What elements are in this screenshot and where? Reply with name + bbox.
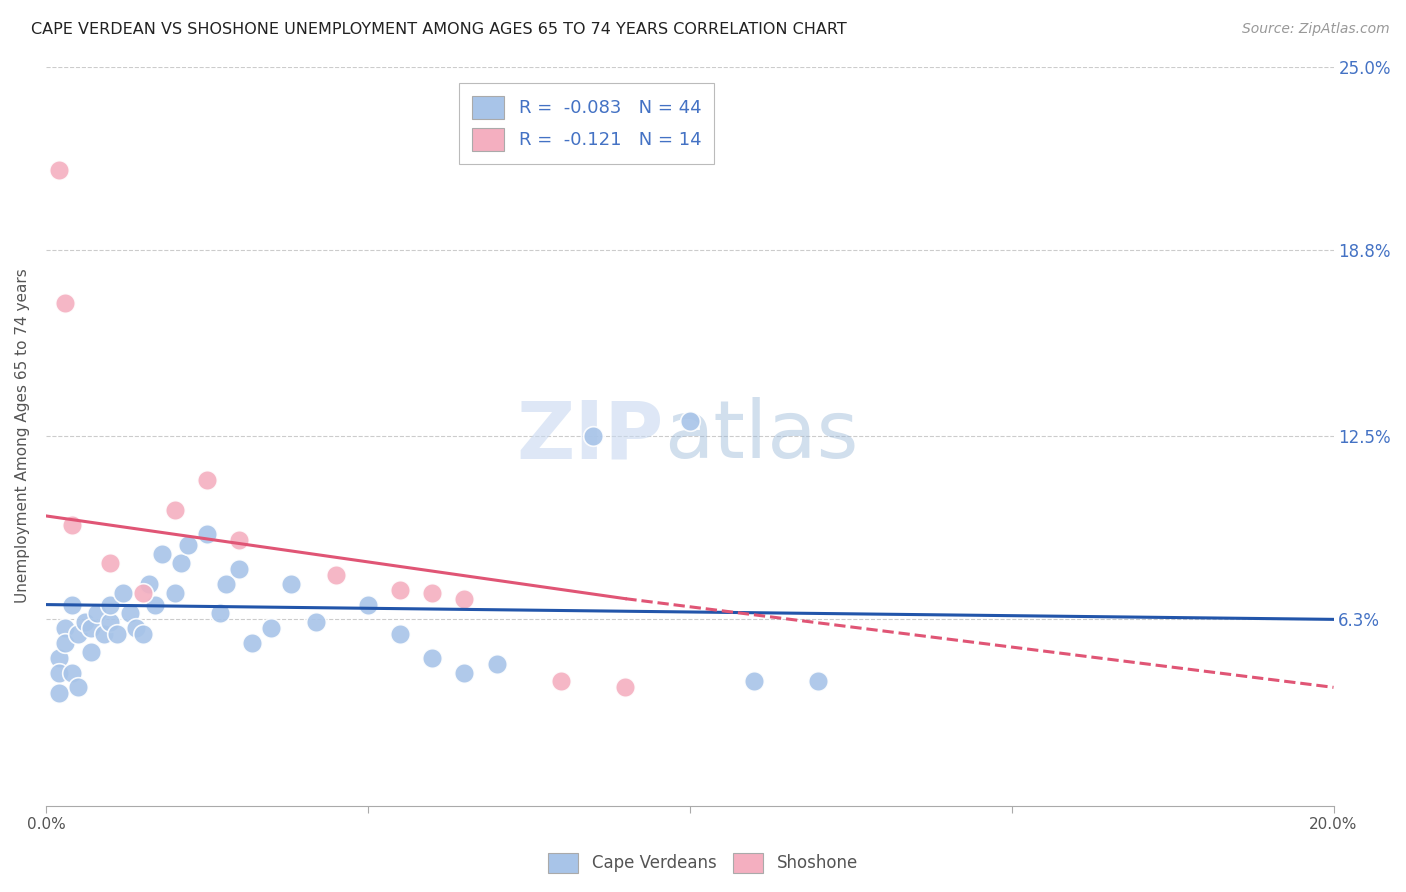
Point — [48, 650, 70, 665]
Point — [112, 586, 135, 600]
Point — [145, 598, 167, 612]
Point — [260, 621, 283, 635]
Point — [228, 562, 250, 576]
Point — [420, 650, 443, 665]
Point — [280, 577, 302, 591]
Point — [131, 586, 153, 600]
Legend: Cape Verdeans, Shoshone: Cape Verdeans, Shoshone — [541, 847, 865, 880]
Point — [195, 474, 218, 488]
Point — [163, 586, 186, 600]
Point — [60, 517, 83, 532]
Point — [138, 577, 160, 591]
Text: Source: ZipAtlas.com: Source: ZipAtlas.com — [1241, 22, 1389, 37]
Point — [98, 615, 121, 630]
Point — [125, 621, 148, 635]
Point — [550, 674, 572, 689]
Point — [195, 526, 218, 541]
Point — [170, 556, 193, 570]
Point — [582, 429, 605, 443]
Point — [389, 627, 412, 641]
Point — [228, 533, 250, 547]
Point — [93, 627, 115, 641]
Point — [67, 627, 90, 641]
Point — [485, 657, 508, 671]
Point — [73, 615, 96, 630]
Point — [420, 586, 443, 600]
Point — [453, 665, 475, 680]
Point — [48, 665, 70, 680]
Point — [98, 556, 121, 570]
Point — [53, 621, 76, 635]
Point — [48, 163, 70, 178]
Point — [67, 681, 90, 695]
Point — [80, 645, 103, 659]
Point — [131, 627, 153, 641]
Point — [240, 636, 263, 650]
Point — [98, 598, 121, 612]
Point — [48, 686, 70, 700]
Point — [163, 503, 186, 517]
Text: ZIP: ZIP — [517, 397, 664, 475]
Point — [150, 547, 173, 561]
Point — [176, 539, 198, 553]
Point — [53, 296, 76, 310]
Point — [453, 591, 475, 606]
Point — [53, 636, 76, 650]
Point — [208, 607, 231, 621]
Point — [389, 582, 412, 597]
Point — [614, 681, 637, 695]
Point — [60, 598, 83, 612]
Point — [807, 674, 830, 689]
Point — [742, 674, 765, 689]
Point — [118, 607, 141, 621]
Point — [215, 577, 238, 591]
Point — [357, 598, 380, 612]
Text: CAPE VERDEAN VS SHOSHONE UNEMPLOYMENT AMONG AGES 65 TO 74 YEARS CORRELATION CHAR: CAPE VERDEAN VS SHOSHONE UNEMPLOYMENT AM… — [31, 22, 846, 37]
Y-axis label: Unemployment Among Ages 65 to 74 years: Unemployment Among Ages 65 to 74 years — [15, 268, 30, 604]
Point — [80, 621, 103, 635]
Point — [105, 627, 128, 641]
Point — [325, 568, 347, 582]
Legend: R =  -0.083   N = 44, R =  -0.121   N = 14: R = -0.083 N = 44, R = -0.121 N = 14 — [460, 83, 714, 164]
Point — [60, 665, 83, 680]
Point — [86, 607, 108, 621]
Text: atlas: atlas — [664, 397, 859, 475]
Point — [305, 615, 328, 630]
Point — [679, 414, 702, 428]
